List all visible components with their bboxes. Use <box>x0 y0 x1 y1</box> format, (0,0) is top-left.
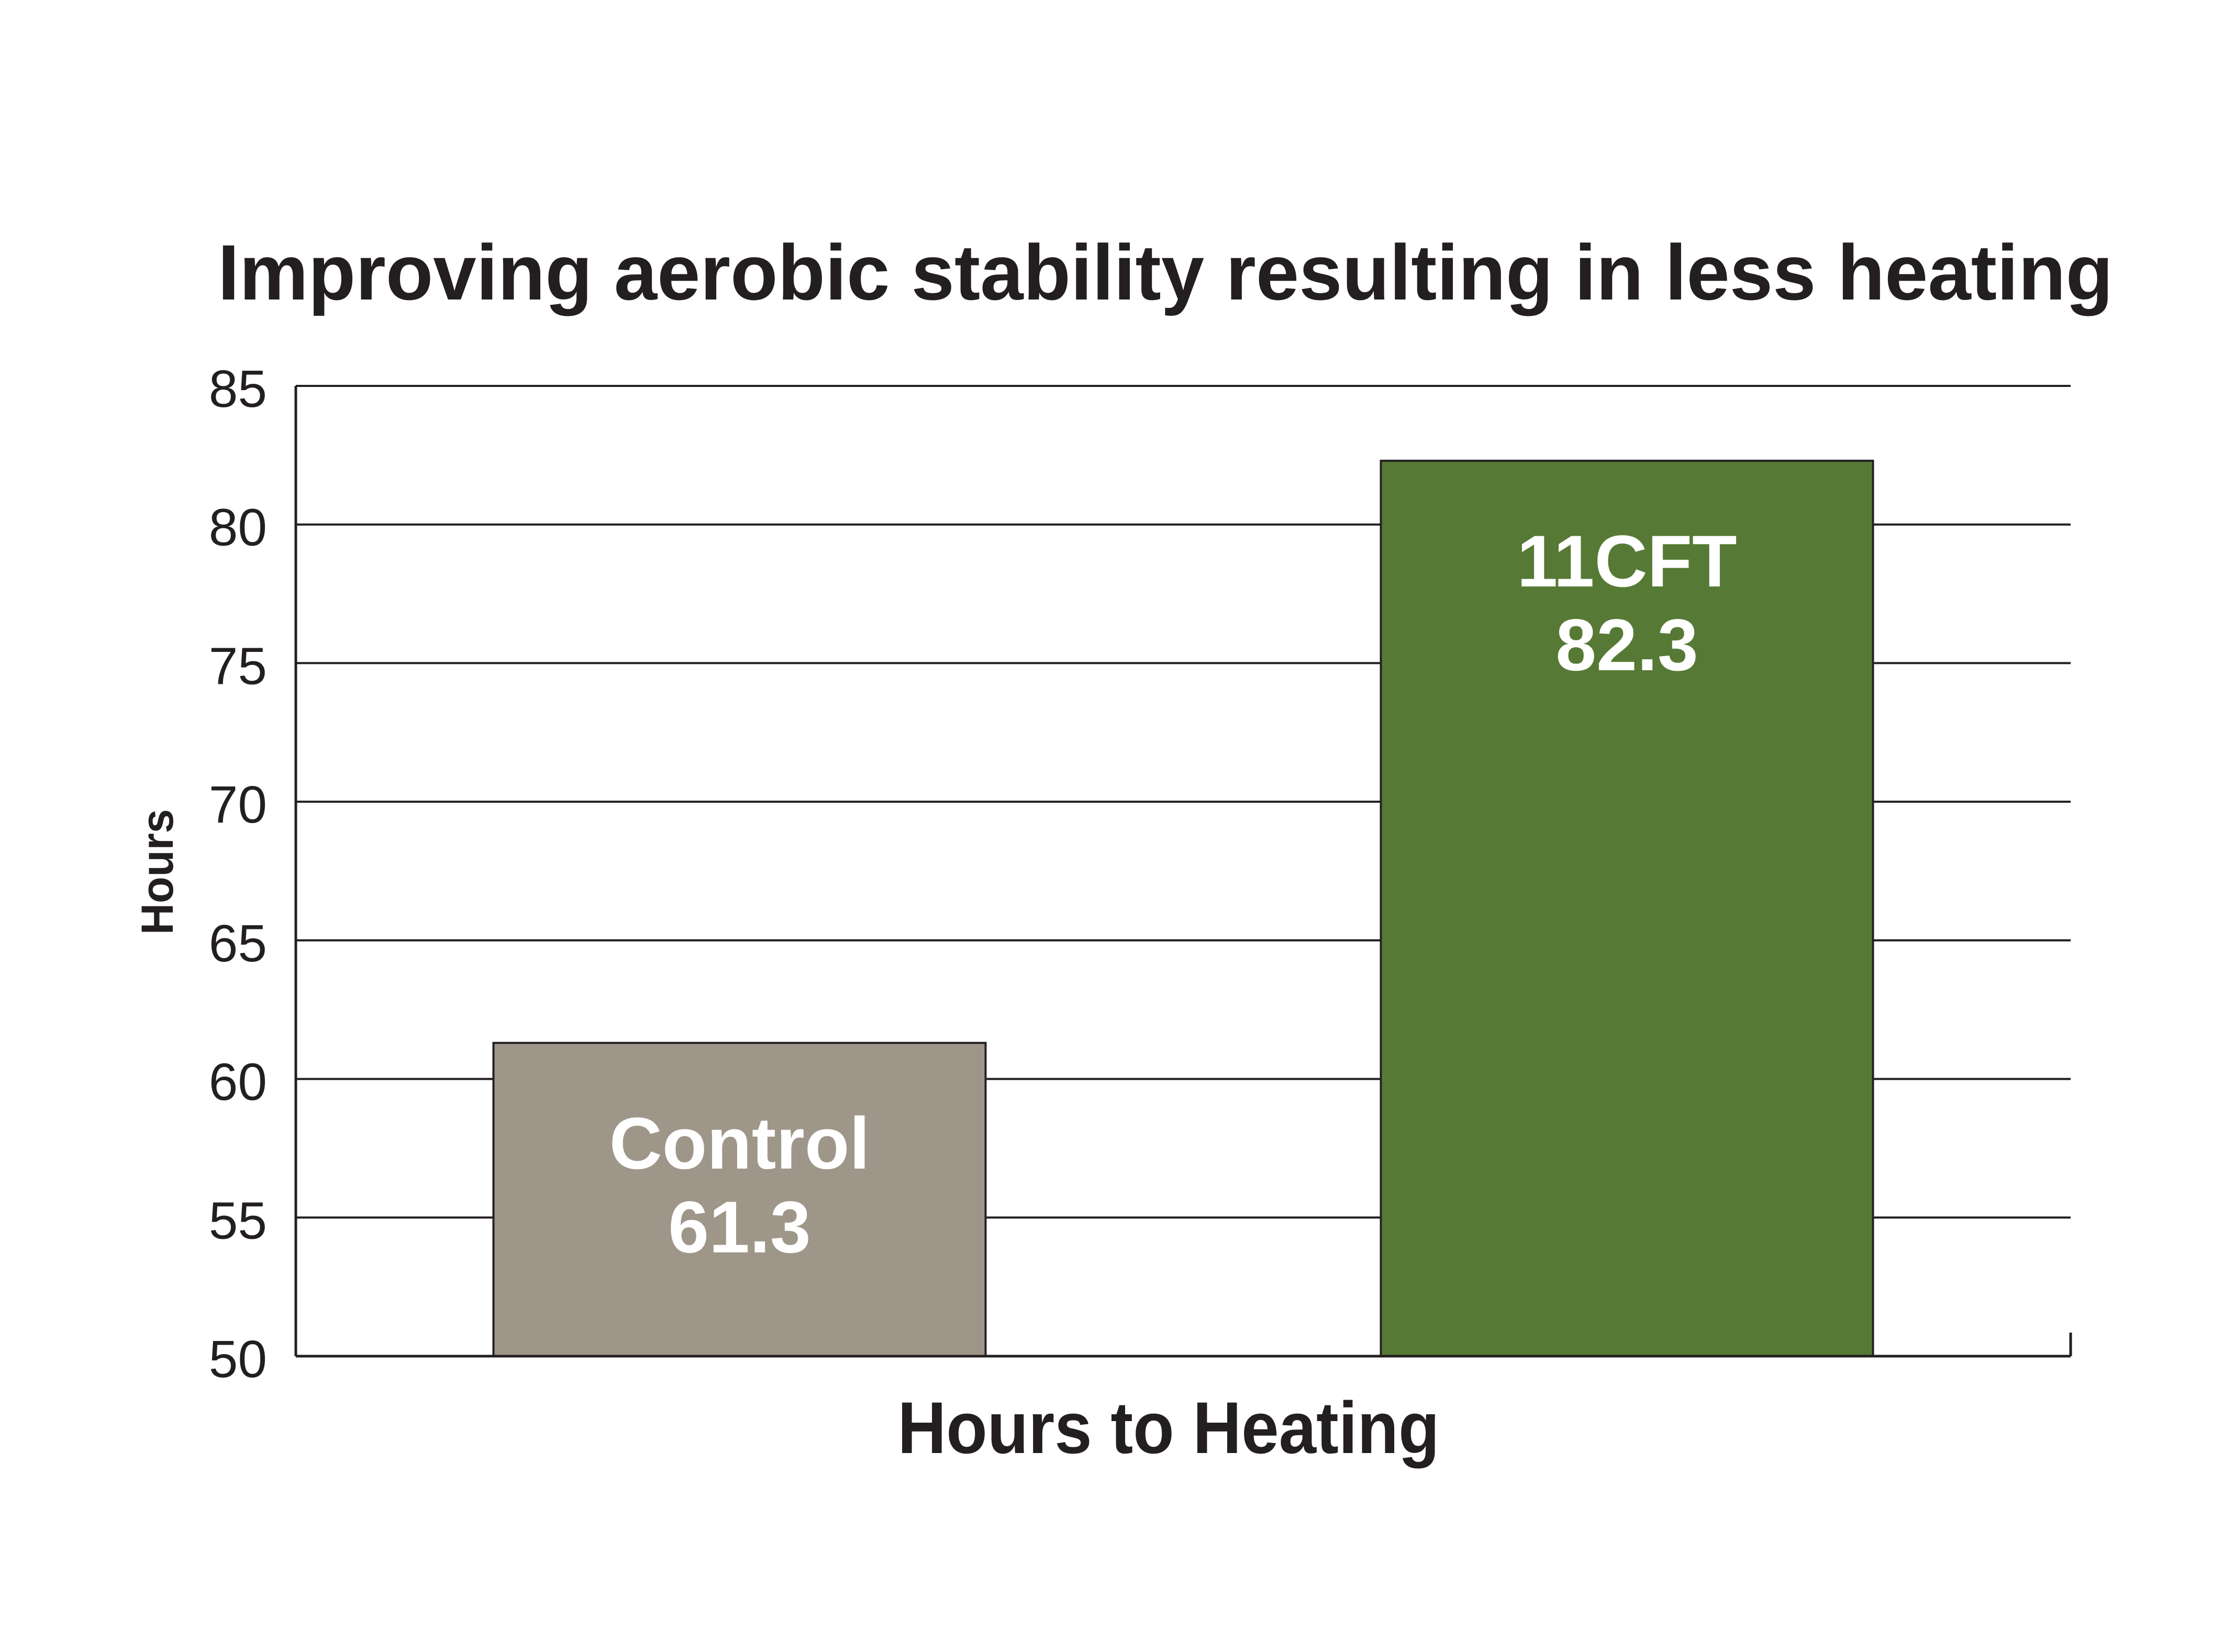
y-tick-label: 70 <box>209 775 267 834</box>
y-tick-label: 65 <box>209 914 267 973</box>
bar-category-label: 11CFT <box>1517 520 1737 602</box>
axes <box>294 386 2072 1358</box>
x-axis-label: Hours to Heating <box>898 1387 1440 1469</box>
bar-value-label: 82.3 <box>1555 604 1698 686</box>
y-tick-label: 85 <box>209 360 267 418</box>
bars <box>492 459 1874 1358</box>
bar-11cft <box>1380 459 1874 1358</box>
bar-value-label: 61.3 <box>668 1186 810 1268</box>
y-tick-label: 55 <box>209 1191 267 1250</box>
y-tick-label: 80 <box>209 498 267 557</box>
y-tick-label: 75 <box>209 637 267 695</box>
y-axis-label: Hours <box>132 809 183 935</box>
bar-category-label: Control <box>609 1102 870 1184</box>
chart-title: Improving aerobic stability resulting in… <box>218 228 2113 316</box>
y-tick-label: 60 <box>209 1053 267 1112</box>
y-axis-ticks: 50 55 60 65 70 75 80 85 <box>209 360 267 1389</box>
y-tick-label: 50 <box>209 1330 267 1389</box>
